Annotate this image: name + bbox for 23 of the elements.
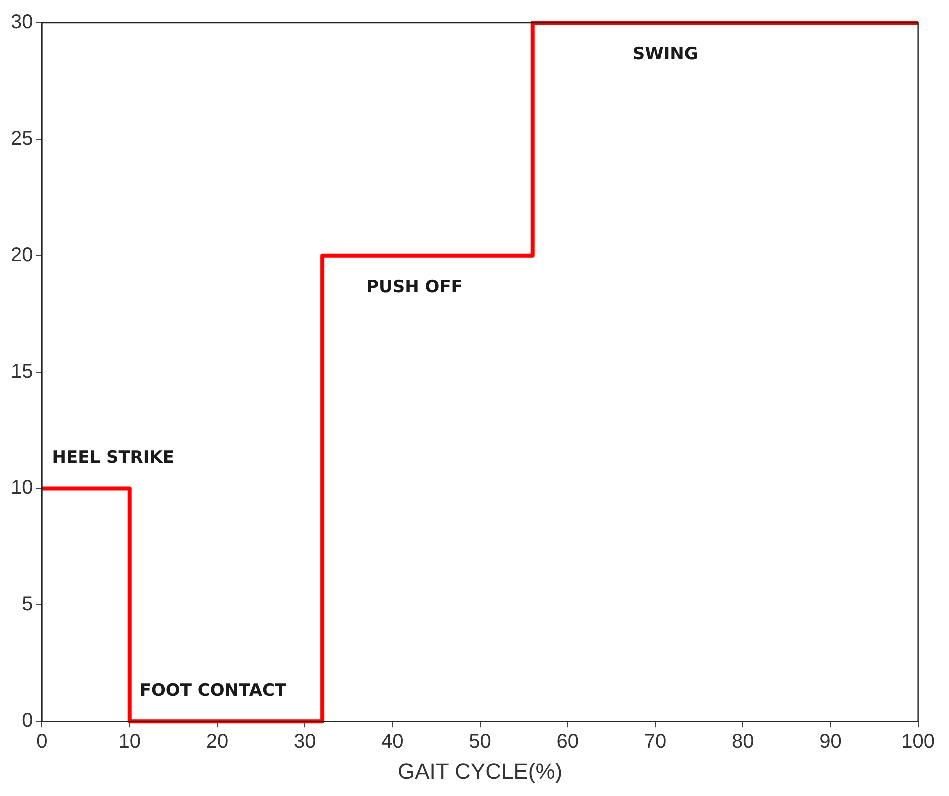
y-tick-label: 25 (10, 128, 34, 150)
x-tick-label: 40 (382, 731, 404, 754)
annotation: PUSH OFF (366, 277, 463, 298)
x-tick-label: 100 (902, 731, 936, 754)
annotation: SWING (632, 44, 698, 64)
x-tick-label: 0 (36, 731, 48, 754)
y-tick-label: 0 (22, 710, 34, 732)
x-tick-label: 90 (820, 731, 842, 754)
x-tick-label: 20 (206, 731, 229, 754)
y-tick-label: 5 (22, 594, 34, 616)
y-tick-label: 10 (10, 477, 34, 500)
y-tick-label: 20 (10, 244, 34, 266)
annotation: HEEL STRIKE (52, 448, 174, 468)
x-tick-label: 10 (118, 731, 141, 754)
annotation: FOOT CONTACT (140, 681, 287, 702)
x-tick-label: 70 (644, 731, 667, 754)
y-tick-label: 15 (10, 360, 34, 383)
x-axis-title: GAIT CYCLE(%) (398, 758, 563, 784)
x-tick-label: 30 (294, 731, 316, 754)
x-tick-label: 80 (732, 731, 754, 754)
y-tick-label: 30 (10, 12, 34, 34)
x-tick-label: 60 (556, 731, 580, 754)
x-tick-label: 50 (469, 731, 492, 754)
